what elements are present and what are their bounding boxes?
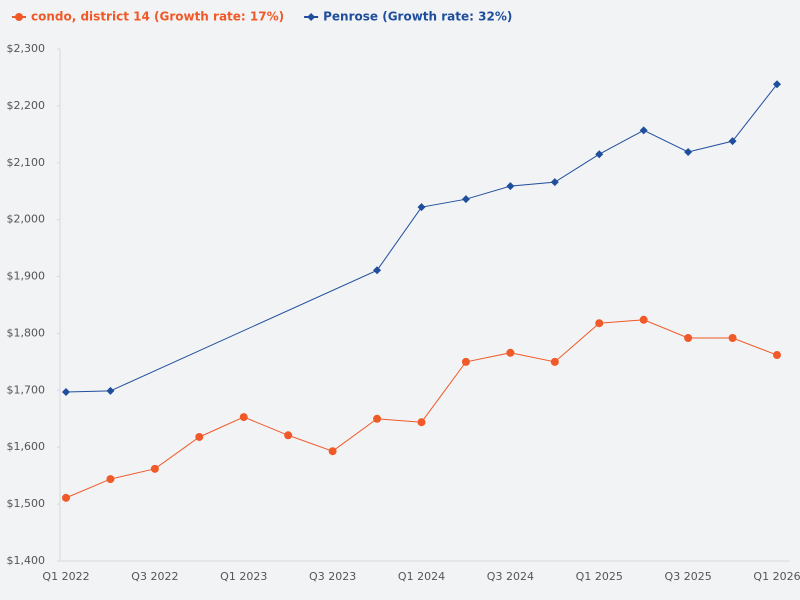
- y-tick-label: $1,900: [7, 270, 46, 283]
- point: [506, 182, 515, 191]
- legend-label: Penrose (Growth rate: 32%): [323, 10, 512, 24]
- legend-label: condo, district 14 (Growth rate: 17%): [31, 10, 284, 24]
- point: [728, 333, 737, 342]
- point: [639, 126, 648, 135]
- point: [773, 351, 781, 360]
- point: [506, 348, 515, 357]
- y-tick-label: $1,600: [7, 440, 46, 453]
- x-tick-label: Q1 2025: [576, 570, 623, 583]
- point: [62, 388, 70, 397]
- y-tick-label: $2,300: [7, 42, 46, 55]
- x-tick-label: Q1 2026: [753, 570, 800, 583]
- point: [595, 150, 604, 159]
- point: [684, 333, 693, 342]
- point: [328, 447, 337, 456]
- point: [62, 493, 70, 502]
- legend-marker: [307, 13, 316, 21]
- y-tick-label: $1,400: [7, 554, 46, 567]
- y-tick-label: $2,100: [7, 156, 46, 169]
- point: [684, 147, 693, 156]
- x-tick-label: Q3 2024: [487, 570, 534, 583]
- y-tick-label: $1,800: [7, 326, 46, 339]
- point: [106, 475, 115, 484]
- point: [150, 464, 159, 473]
- series-line: [65, 83, 778, 393]
- point: [728, 137, 737, 146]
- point: [595, 319, 604, 328]
- point: [639, 315, 648, 324]
- series-line: [65, 319, 778, 499]
- y-tick-label: $1,700: [7, 383, 46, 396]
- point: [417, 203, 426, 212]
- point: [284, 431, 293, 440]
- point: [373, 266, 382, 275]
- x-tick-label: Q3 2022: [131, 570, 178, 583]
- legend-marker: [15, 13, 23, 21]
- x-tick-label: Q3 2023: [309, 570, 356, 583]
- y-tick-label: $2,000: [7, 213, 46, 226]
- point: [239, 413, 248, 422]
- point: [106, 386, 115, 395]
- point: [461, 357, 470, 366]
- point: [195, 432, 204, 441]
- legend-item: Penrose (Growth rate: 32%): [304, 10, 512, 24]
- x-tick-label: Q1 2022: [42, 570, 89, 583]
- point: [773, 80, 781, 89]
- x-tick-label: Q1 2023: [220, 570, 267, 583]
- point: [550, 357, 559, 366]
- point: [461, 195, 470, 204]
- point: [550, 178, 559, 187]
- point: [417, 418, 426, 427]
- legend-item: condo, district 14 (Growth rate: 17%): [12, 10, 284, 24]
- y-tick-label: $1,500: [7, 497, 46, 510]
- y-tick-label: $2,200: [7, 99, 46, 112]
- x-tick-label: Q3 2025: [665, 570, 712, 583]
- point: [373, 414, 382, 423]
- x-tick-label: Q1 2024: [398, 570, 445, 583]
